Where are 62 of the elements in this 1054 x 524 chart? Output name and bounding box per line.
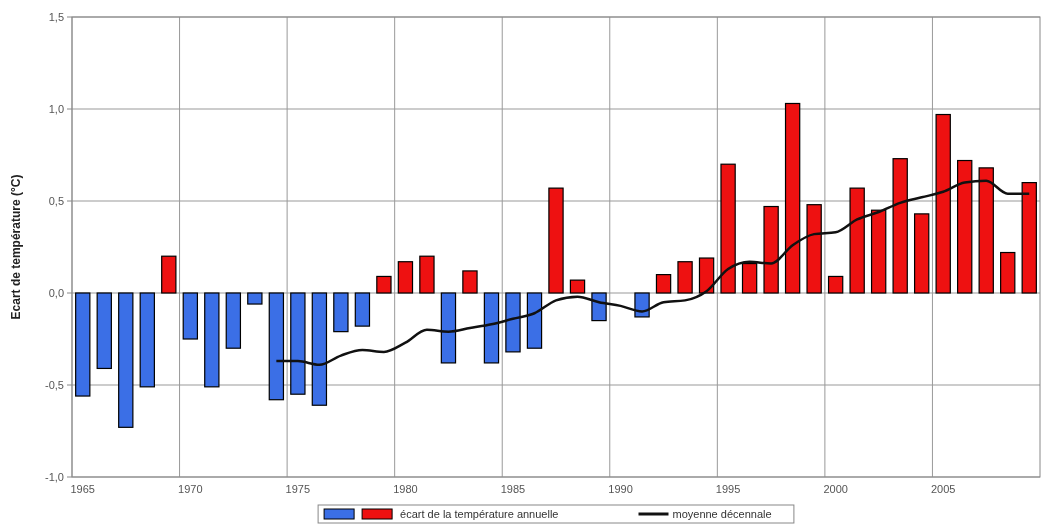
bar (526, 292, 543, 349)
bar (268, 292, 285, 401)
bar (741, 262, 758, 294)
bar (784, 102, 801, 294)
y-tick-label: 1,0 (48, 102, 64, 115)
x-tick-label: 1990 (608, 483, 633, 495)
y-tick-label: -1,0 (45, 470, 64, 483)
bar (440, 292, 457, 364)
bar (892, 158, 908, 294)
x-tick-label: 2000 (823, 483, 848, 495)
bar (1000, 251, 1016, 294)
bar (849, 187, 865, 294)
bar (139, 292, 155, 388)
x-tick-label: 1965 (70, 483, 95, 495)
x-tick-label: 1975 (285, 483, 311, 495)
bar (204, 292, 220, 388)
bar (118, 292, 134, 428)
legend-label: écart de la température annuelle (400, 508, 559, 520)
bar (677, 261, 693, 294)
y-tick-label: 1,5 (48, 10, 64, 23)
x-tick-label: 2005 (930, 483, 956, 495)
bar (161, 255, 177, 294)
x-tick-label: 1985 (500, 483, 526, 495)
bar (311, 292, 328, 406)
bar (505, 292, 521, 353)
bar (75, 292, 91, 397)
x-tick-label: 1980 (393, 483, 418, 495)
bar (935, 113, 951, 294)
bar (397, 261, 414, 294)
bar (720, 163, 736, 294)
bar (96, 292, 112, 370)
bar (290, 292, 306, 395)
bar (182, 292, 199, 340)
bar (913, 213, 930, 294)
bar (763, 205, 779, 294)
bar (655, 274, 672, 294)
bar (870, 209, 887, 294)
bar (978, 167, 994, 294)
y-tick-label: 0,5 (48, 194, 64, 207)
bar (419, 255, 435, 294)
bar (957, 159, 973, 294)
y-axis-title: Ecart de température (°C) (9, 174, 23, 320)
bar (462, 270, 478, 294)
bar (333, 292, 349, 333)
line-series (275, 179, 1031, 367)
bar (806, 204, 822, 294)
x-tick-label: 1995 (715, 483, 741, 495)
bar (698, 257, 715, 294)
x-tick-label: 1970 (178, 483, 203, 495)
bar (1021, 182, 1037, 294)
y-tick-label: -0,5 (45, 378, 64, 391)
legend-label: moyenne décennale (672, 508, 772, 520)
bar (376, 275, 392, 294)
bar (548, 187, 564, 294)
y-tick-label: 0,0 (48, 286, 64, 299)
bar (569, 279, 586, 294)
bar (354, 292, 371, 327)
bar (225, 292, 242, 349)
bar (827, 275, 844, 294)
bar (247, 292, 263, 305)
bar (591, 292, 607, 322)
bar (483, 292, 500, 364)
